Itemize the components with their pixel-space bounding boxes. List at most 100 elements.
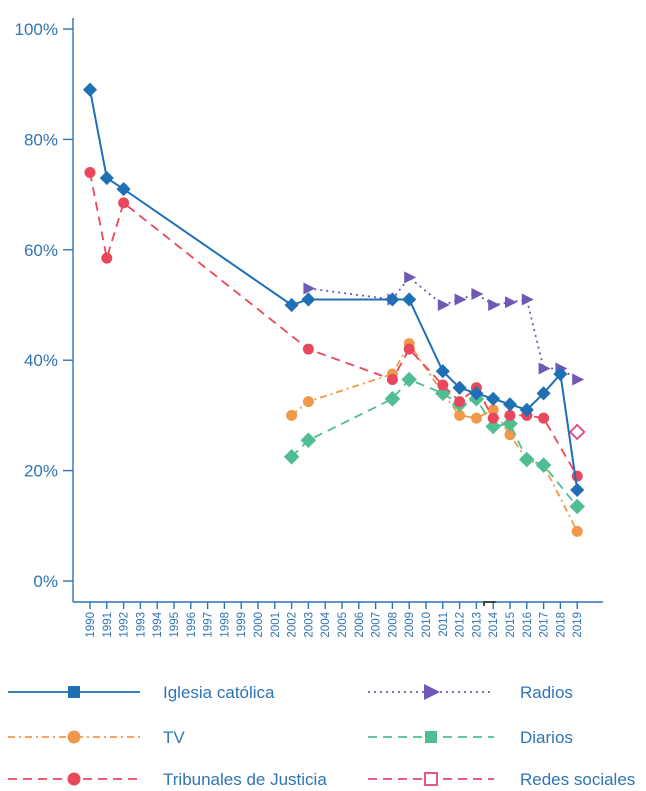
x-tick-label: 2013 xyxy=(471,612,483,638)
legend-marker xyxy=(424,772,438,786)
data-point xyxy=(82,82,98,97)
data-point xyxy=(118,197,130,209)
data-point xyxy=(385,292,400,307)
x-tick-label: 2008 xyxy=(387,612,399,638)
x-tick-label: 2018 xyxy=(555,612,567,638)
data-point xyxy=(470,412,482,424)
series-layer xyxy=(82,82,586,537)
x-tick-label: 2019 xyxy=(572,612,584,638)
y-tick-label: 20% xyxy=(24,462,58,481)
legend-label: Radios xyxy=(520,683,573,702)
data-point xyxy=(99,170,114,186)
x-tick-label: 2016 xyxy=(522,612,534,638)
data-point xyxy=(116,182,131,197)
data-point xyxy=(538,362,551,375)
data-point xyxy=(487,412,499,424)
x-tick-label: 2002 xyxy=(287,612,299,638)
series-line xyxy=(89,172,578,477)
x-tick-label: 1993 xyxy=(135,612,147,638)
data-point xyxy=(286,409,298,421)
data-point xyxy=(301,292,316,307)
data-point xyxy=(302,396,314,408)
data-point xyxy=(519,451,535,468)
x-tick-label: 2010 xyxy=(421,612,433,638)
data-point xyxy=(568,423,586,441)
x-tick-label: 2014 xyxy=(488,611,500,637)
data-point xyxy=(403,343,415,355)
legend-marker xyxy=(67,772,81,786)
data-point xyxy=(386,374,398,386)
data-point xyxy=(505,296,517,309)
x-tick-label: 2011 xyxy=(438,612,450,637)
legend-marker xyxy=(67,730,81,744)
data-point xyxy=(404,271,417,284)
data-point xyxy=(435,364,450,379)
data-point xyxy=(519,402,534,417)
legend: Iglesia católica Radios TV Diarios Tribunale… xyxy=(8,683,635,789)
x-tick-label: 2004 xyxy=(320,611,332,637)
data-point xyxy=(570,482,585,497)
data-point xyxy=(487,404,499,416)
data-point xyxy=(571,525,583,537)
y-tick-label: 60% xyxy=(24,241,58,260)
data-point xyxy=(571,470,583,482)
series-redes-sociales xyxy=(568,423,586,441)
x-tick-label: 1997 xyxy=(203,612,215,638)
x-tick-label: 1995 xyxy=(169,612,181,638)
data-point xyxy=(536,386,551,401)
series-line xyxy=(290,378,578,508)
data-point xyxy=(454,396,466,408)
x-tick-label: 1998 xyxy=(219,612,231,638)
x-tick-label: 1992 xyxy=(119,612,131,638)
data-point xyxy=(454,409,466,421)
series-line xyxy=(291,341,579,532)
legend-item: Tribunales de Justicia xyxy=(8,770,327,789)
x-tick-label: 2012 xyxy=(455,612,467,638)
data-point xyxy=(504,409,516,421)
data-point xyxy=(452,380,467,395)
x-tick-label: 2000 xyxy=(253,612,265,638)
x-tick-label: 2017 xyxy=(539,612,551,638)
data-point xyxy=(553,366,568,382)
legend-marker xyxy=(424,684,440,700)
data-point xyxy=(488,299,501,311)
x-tick-label: 1996 xyxy=(186,612,198,638)
data-point xyxy=(284,297,299,313)
legend-item: Redes sociales xyxy=(368,770,635,789)
axes: 0% 20% 40% 60% 80% 100% 1990 1991 1992 1993 1994 19… xyxy=(15,18,603,638)
data-point xyxy=(502,397,518,412)
data-point xyxy=(504,429,516,441)
data-point xyxy=(471,287,484,300)
data-point xyxy=(402,292,417,307)
legend-marker xyxy=(425,731,437,743)
legend-item: TV xyxy=(8,728,185,747)
x-tick-label: 2001 xyxy=(270,612,282,638)
data-point xyxy=(454,293,467,306)
data-point xyxy=(303,282,316,295)
data-point xyxy=(521,293,534,306)
y-tick-label: 100% xyxy=(15,20,58,39)
data-point xyxy=(101,252,113,264)
x-tick-label: 2003 xyxy=(303,612,315,638)
x-tick-label: 1991 xyxy=(102,612,114,638)
x-tick-label: 1994 xyxy=(152,611,164,637)
y-tick-label: 40% xyxy=(24,351,58,370)
legend-label: Iglesia católica xyxy=(163,683,275,702)
series-line xyxy=(89,89,579,491)
x-tick-label: 2006 xyxy=(354,612,366,638)
data-point xyxy=(538,412,550,424)
legend-label: Diarios xyxy=(520,728,573,747)
data-point xyxy=(437,379,449,391)
data-point xyxy=(437,299,450,311)
y-tick-label: 0% xyxy=(33,572,58,591)
data-point xyxy=(84,167,96,179)
legend-label: TV xyxy=(163,728,185,747)
y-tick-label: 80% xyxy=(24,130,58,149)
series-radios xyxy=(303,271,585,386)
x-tick-label: 2007 xyxy=(371,612,383,638)
data-point xyxy=(569,498,585,515)
series-tv xyxy=(286,338,583,537)
data-point xyxy=(302,343,314,355)
x-tick-label: 1990 xyxy=(85,612,97,638)
